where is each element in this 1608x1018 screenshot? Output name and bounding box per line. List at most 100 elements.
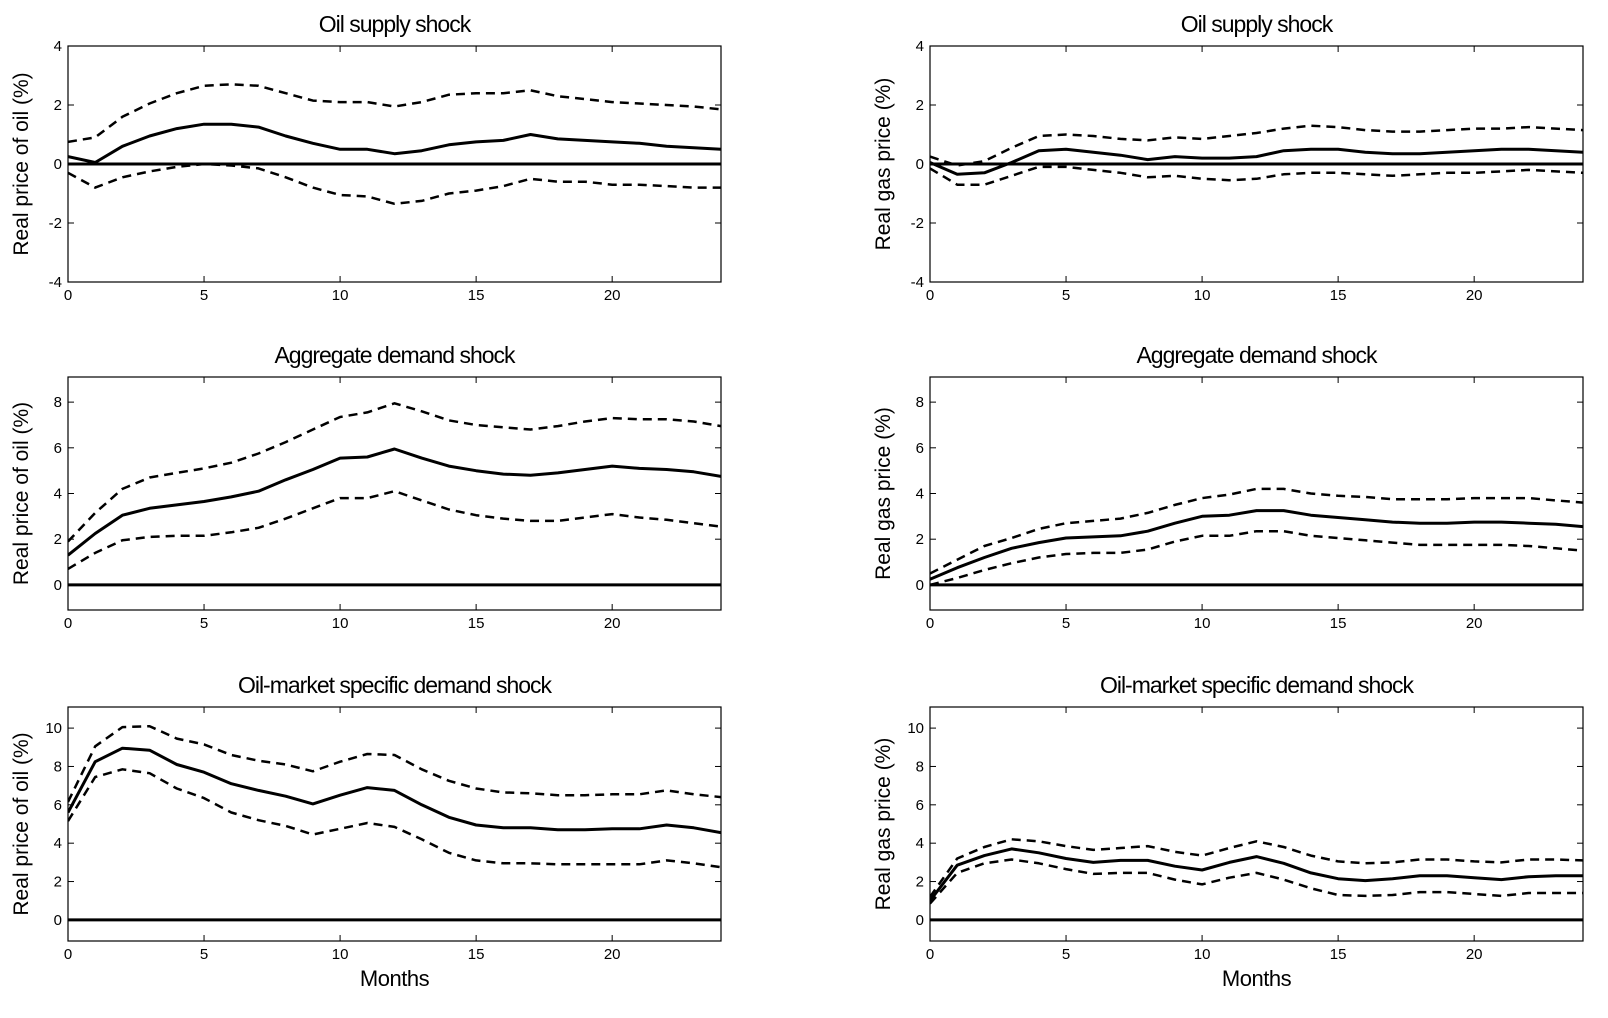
y-tick-label: 10 <box>907 720 924 737</box>
x-tick-label: 15 <box>468 287 485 304</box>
x-tick-label: 10 <box>1194 946 1211 963</box>
chart-panel-2: Oil supply shock Real gas price (%) 0 5 10 15… <box>872 11 1584 304</box>
x-tick-label: 15 <box>468 946 485 963</box>
confidence-band-line-1 <box>930 124 1583 167</box>
y-tick-label: 4 <box>54 486 62 503</box>
panel-title: Aggregate demand shock <box>1136 342 1378 368</box>
x-tick-label: 5 <box>1062 287 1070 304</box>
y-tick-label: -2 <box>911 215 924 232</box>
y-tick-label: -2 <box>49 215 62 232</box>
y-tick-label: 4 <box>916 38 924 55</box>
x-tick-label: 0 <box>64 615 72 632</box>
x-tick-label: 0 <box>64 287 72 304</box>
x-tick-label: 20 <box>1466 287 1483 304</box>
x-tick-label: 15 <box>1330 287 1347 304</box>
x-tick-label: 20 <box>1466 615 1483 632</box>
y-tick-label: 2 <box>54 531 62 548</box>
y-tick-label: 4 <box>916 835 924 852</box>
x-tick-label: 10 <box>332 615 349 632</box>
x-tick-label: 20 <box>604 287 621 304</box>
point-estimate-line <box>930 509 1583 581</box>
chart-panel-4: Aggregate demand shock Real gas price (%)… <box>872 342 1584 632</box>
panel-title: Oil-market specific demand shock <box>238 672 553 698</box>
confidence-band-line-1 <box>68 83 721 144</box>
x-tick-label: 5 <box>200 946 208 963</box>
x-tick-label: 20 <box>604 615 621 632</box>
x-tick-label: 10 <box>1194 615 1211 632</box>
y-tick-label: 0 <box>916 912 924 929</box>
chart-panel-6: Oil-market specific demand shock Real gas… <box>872 672 1584 991</box>
x-tick-label: 15 <box>468 615 485 632</box>
x-axis-label: Months <box>1222 966 1292 991</box>
y-tick-label: 0 <box>916 577 924 594</box>
y-tick-label: 6 <box>54 797 62 814</box>
plot-frame <box>929 376 1584 611</box>
x-tick-label: 10 <box>332 287 349 304</box>
x-tick-label: 15 <box>1330 946 1347 963</box>
y-axis-label: Real gas price (%) <box>872 78 895 251</box>
x-tick-label: 5 <box>1062 615 1070 632</box>
x-tick-label: 20 <box>1466 946 1483 963</box>
y-axis-label: Real price of oil (%) <box>10 402 33 585</box>
x-tick-label: 0 <box>926 615 934 632</box>
y-tick-label: 6 <box>54 440 62 457</box>
x-tick-label: 20 <box>604 946 621 963</box>
y-tick-label: -4 <box>49 274 62 291</box>
x-axis-label: Months <box>360 966 430 991</box>
point-estimate-line <box>930 147 1583 176</box>
panel-title: Oil supply shock <box>319 11 472 37</box>
chart-panel-3: Aggregate demand shock Real price of oil … <box>10 342 722 632</box>
confidence-band-line-2 <box>930 529 1583 587</box>
y-axis-label: Real price of oil (%) <box>10 72 33 255</box>
y-tick-label: 0 <box>916 156 924 173</box>
x-tick-label: 10 <box>1194 287 1211 304</box>
y-tick-label: 8 <box>916 758 924 775</box>
plot-frame <box>929 706 1584 942</box>
y-tick-label: 2 <box>916 97 924 114</box>
point-estimate-line <box>68 746 721 835</box>
y-tick-label: 6 <box>916 440 924 457</box>
confidence-band-line-2 <box>68 162 721 206</box>
x-tick-label: 0 <box>926 946 934 963</box>
panel-title: Oil-market specific demand shock <box>1100 672 1415 698</box>
y-tick-label: 2 <box>54 97 62 114</box>
x-tick-label: 0 <box>64 946 72 963</box>
y-tick-label: -4 <box>911 274 924 291</box>
panel-title: Oil supply shock <box>1181 11 1334 37</box>
point-estimate-line <box>930 847 1583 902</box>
confidence-band-line-1 <box>68 402 721 543</box>
y-axis-label: Real gas price (%) <box>872 738 895 911</box>
y-tick-label: 8 <box>54 758 62 775</box>
y-tick-label: 8 <box>916 394 924 411</box>
confidence-band-line-2 <box>930 165 1583 186</box>
confidence-band-line-2 <box>930 858 1583 905</box>
x-tick-label: 5 <box>200 615 208 632</box>
x-tick-label: 15 <box>1330 615 1347 632</box>
y-tick-label: 4 <box>54 38 62 55</box>
point-estimate-line <box>68 122 721 164</box>
y-tick-label: 0 <box>54 577 62 594</box>
chart-panel-1: Oil supply shock Real price of oil (%) 0 5 1… <box>10 11 722 304</box>
confidence-band-line-2 <box>68 489 721 570</box>
y-tick-label: 0 <box>54 912 62 929</box>
plot-frame <box>67 376 722 611</box>
y-axis-label: Real gas price (%) <box>872 407 895 580</box>
confidence-band-line-1 <box>930 487 1583 575</box>
point-estimate-line <box>68 447 721 557</box>
x-tick-label: 5 <box>200 287 208 304</box>
y-tick-label: 10 <box>45 720 62 737</box>
confidence-band-line-2 <box>68 768 721 869</box>
confidence-band-line-1 <box>930 838 1583 898</box>
y-axis-label: Real price of oil (%) <box>10 732 33 915</box>
y-tick-label: 8 <box>54 394 62 411</box>
y-tick-label: 0 <box>54 156 62 173</box>
panel-title: Aggregate demand shock <box>274 342 516 368</box>
y-tick-label: 2 <box>916 531 924 548</box>
y-tick-label: 4 <box>916 486 924 503</box>
confidence-band-line-1 <box>68 724 721 803</box>
x-tick-label: 0 <box>926 287 934 304</box>
y-tick-label: 2 <box>54 874 62 891</box>
x-tick-label: 5 <box>1062 946 1070 963</box>
y-tick-label: 4 <box>54 835 62 852</box>
